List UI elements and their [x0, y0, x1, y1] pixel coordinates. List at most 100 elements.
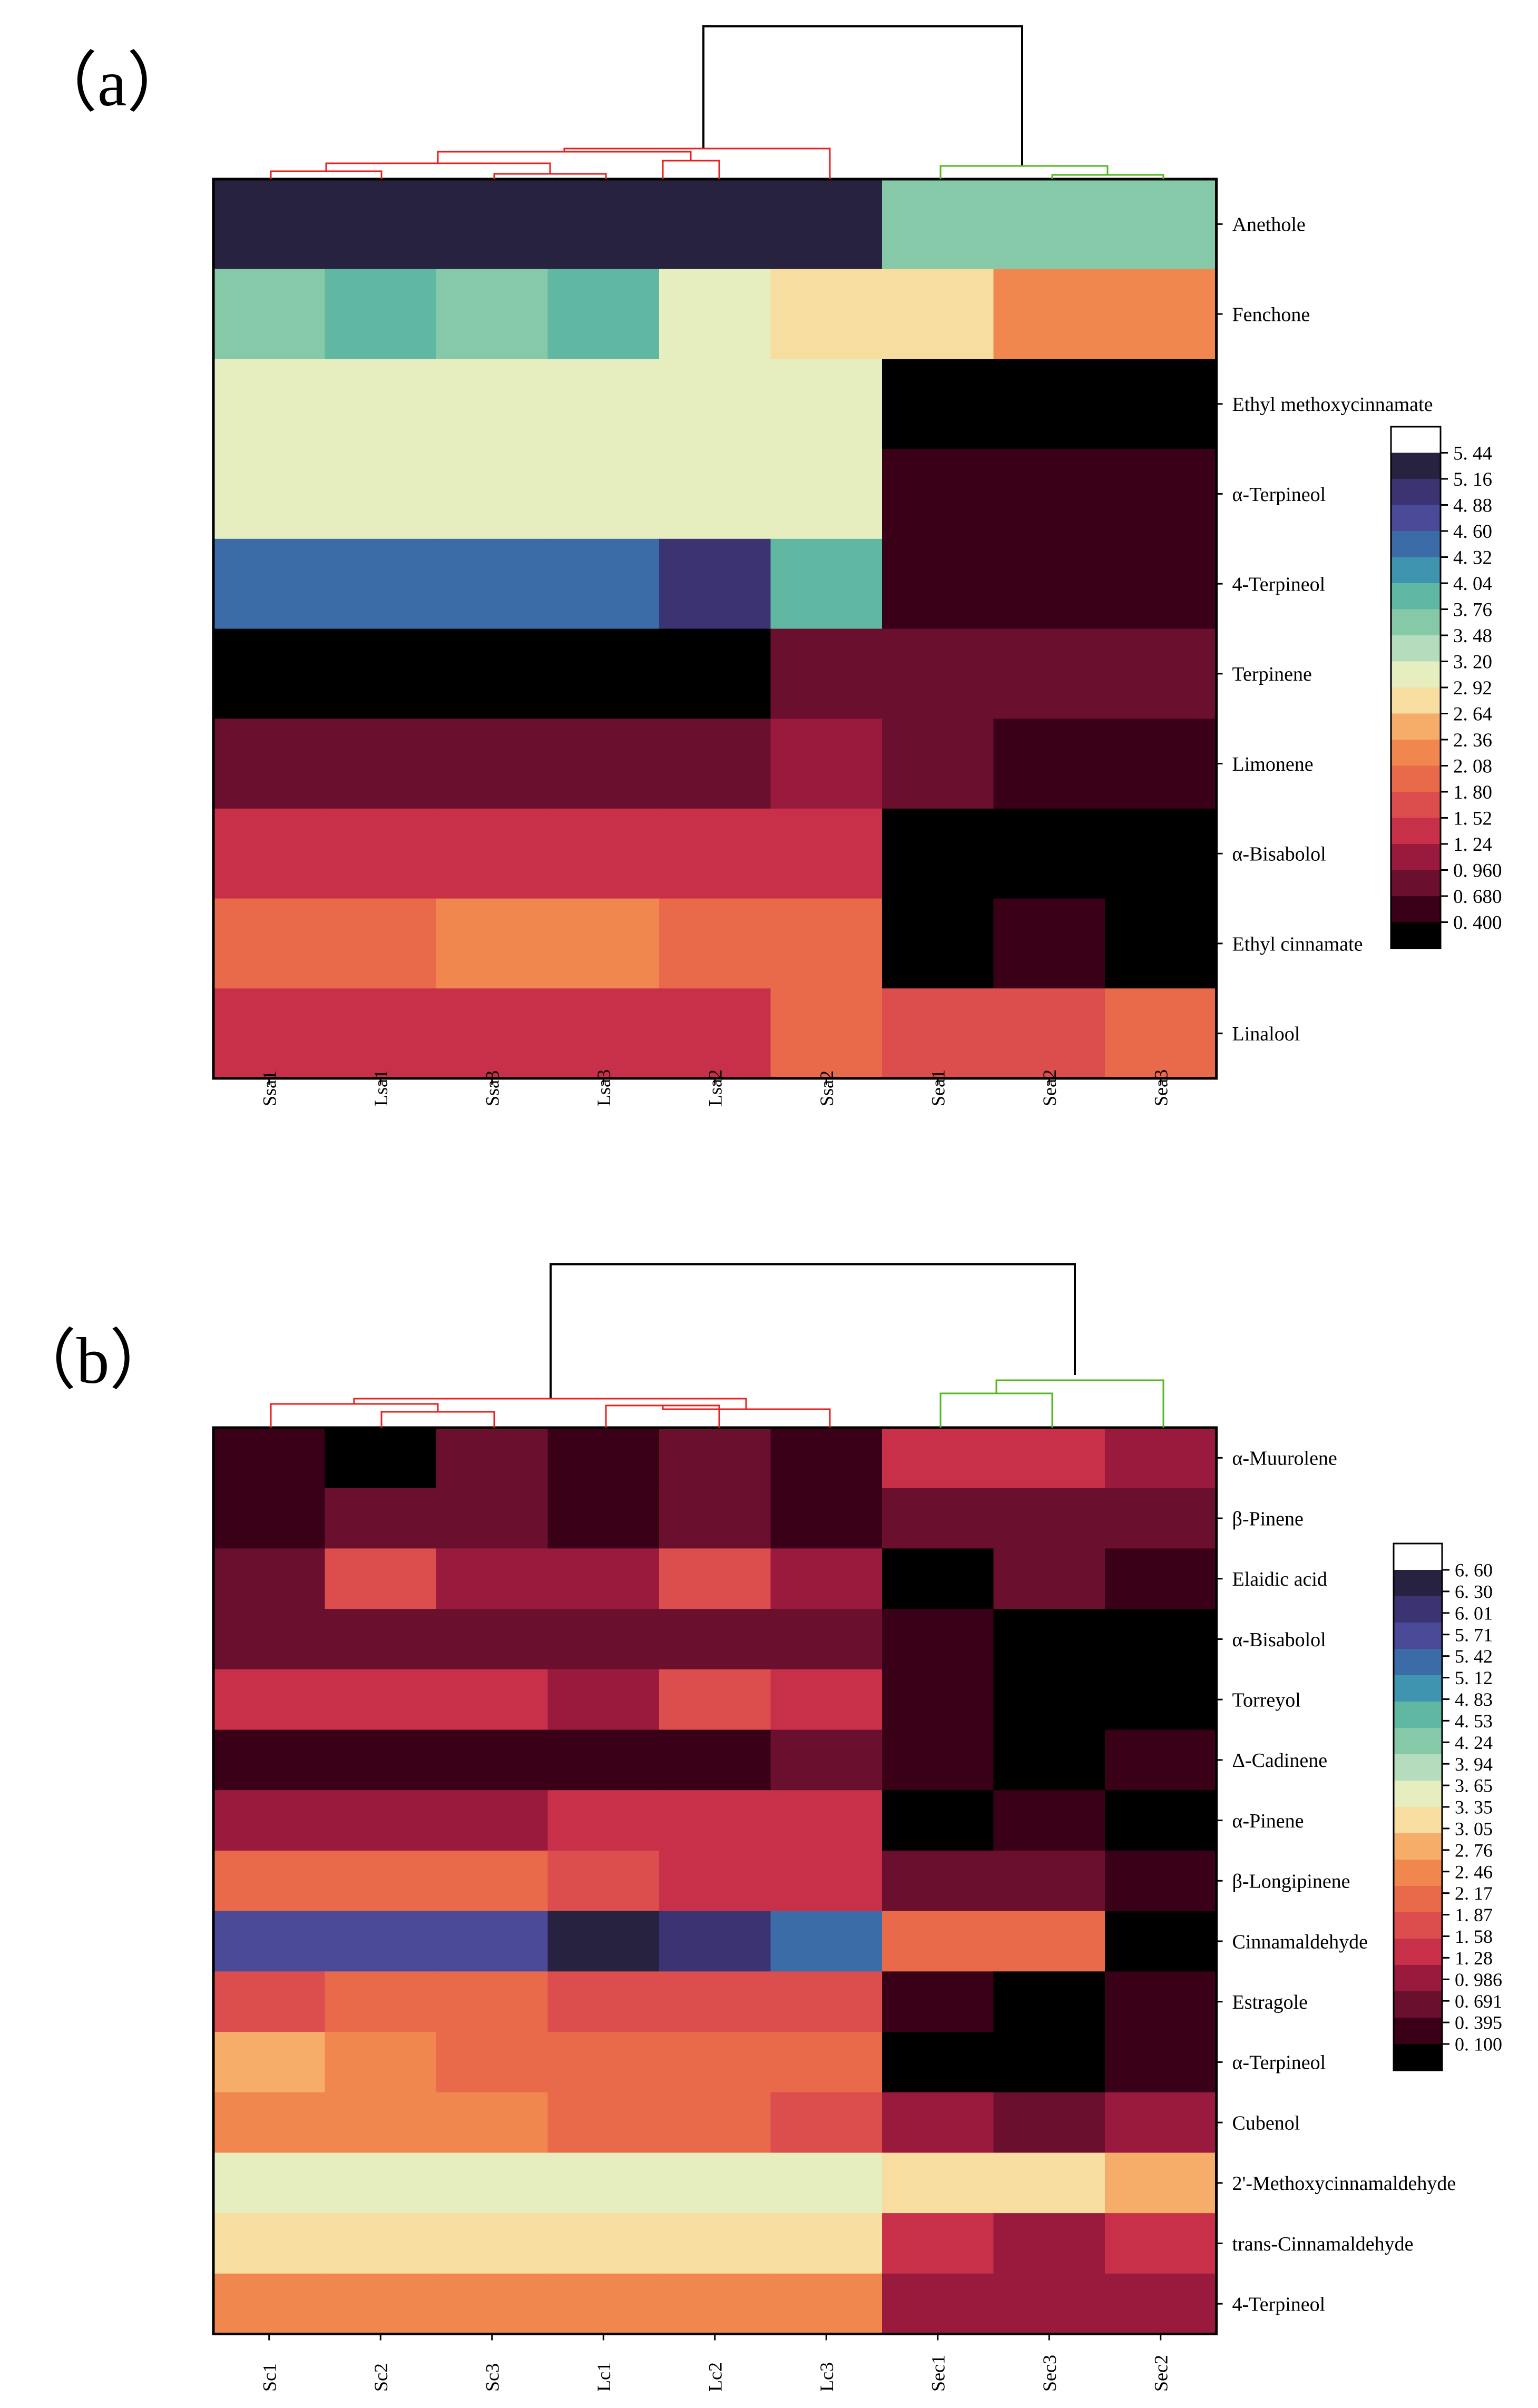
heatmap-cell — [770, 1488, 883, 1549]
heatmap-cell — [1105, 269, 1217, 360]
heatmap-cell — [770, 2032, 883, 2093]
heatmap-cell — [659, 2032, 771, 2093]
heatmap-cell — [547, 628, 660, 719]
heatmap-cell — [770, 628, 883, 719]
colorbar-segment — [1391, 453, 1441, 479]
dendrogram-root — [702, 25, 1023, 166]
heatmap-cell — [547, 719, 660, 809]
row-label: Fenchone — [1232, 303, 1310, 326]
col-label: Lsa3 — [593, 1069, 614, 1106]
colorbar-segment — [1394, 1570, 1442, 1597]
heatmap-cell — [770, 2092, 883, 2154]
heatmap-cell — [436, 538, 548, 630]
heatmap-cell — [659, 359, 771, 449]
heatmap-cell — [659, 719, 771, 809]
colorbar-label: 4. 88 — [1453, 495, 1492, 516]
heatmap-cell — [436, 449, 548, 539]
colorbar-label: 2. 76 — [1455, 1840, 1493, 1861]
heatmap-cell — [770, 1911, 883, 1972]
dendrogram — [270, 1263, 1164, 1428]
heatmap-cell — [770, 449, 883, 539]
heatmap-cell — [770, 269, 883, 360]
colorbar-label: 3. 35 — [1455, 1797, 1493, 1818]
heatmap-cell — [770, 1609, 883, 1670]
heatmap-cell — [547, 1428, 660, 1489]
heatmap-cell — [547, 2213, 660, 2274]
colorbar-segment — [1391, 818, 1441, 844]
heatmap-cell — [659, 2153, 771, 2214]
heatmap-cell — [1105, 1971, 1217, 2032]
heatmap-cell — [993, 2032, 1105, 2093]
heatmap-cell — [325, 359, 437, 449]
heatmap-cell — [213, 1729, 326, 1791]
heatmap-cell — [993, 988, 1105, 1079]
colorbar-label: 1. 80 — [1453, 782, 1492, 803]
heatmap-cell — [213, 1428, 326, 1489]
row-label: β-Longipinene — [1232, 1871, 1350, 1893]
heatmap-cell — [213, 1971, 326, 2032]
heatmap-cell — [659, 449, 771, 539]
colorbar-segment — [1391, 609, 1441, 636]
heatmap-cell — [436, 1609, 548, 1670]
heatmap-cell — [659, 1729, 771, 1791]
heatmap-cell — [213, 1790, 326, 1851]
heatmap-cell — [770, 2213, 883, 2274]
heatmap-cell — [436, 808, 548, 899]
colorbar-label: 3. 94 — [1455, 1754, 1493, 1775]
row-label: α-Terpineol — [1232, 2052, 1326, 2074]
heatmap-cell — [882, 1548, 994, 1609]
colorbar-label: 1. 58 — [1455, 1926, 1493, 1947]
colorbar-label: 0. 395 — [1455, 2012, 1502, 2033]
colorbar-segment — [1391, 922, 1441, 949]
heatmap-cell — [436, 898, 548, 989]
panel-label: （b） — [11, 1325, 175, 1398]
heatmap-cell — [882, 2032, 994, 2093]
colorbar-label: 1. 87 — [1455, 1904, 1493, 1925]
panel-label: （a） — [32, 47, 192, 120]
col-label: Sea3 — [1150, 1069, 1171, 1106]
heatmap-cell — [1105, 1669, 1217, 1731]
row-label: 4-Terpineol — [1232, 2293, 1326, 2315]
heatmap-cell — [547, 1609, 660, 1670]
heatmap-cell — [436, 2092, 548, 2154]
colorbar-segment — [1394, 1649, 1442, 1676]
colorbar-segment — [1394, 1807, 1442, 1834]
heatmap-cell — [770, 2273, 883, 2335]
heatmap-cell — [213, 2213, 326, 2274]
heatmap-cell — [213, 1850, 326, 1912]
heatmap-cell — [325, 269, 437, 360]
dendrogram-link-left — [325, 162, 551, 174]
colorbar-label: 1. 28 — [1455, 1948, 1493, 1969]
col-label: Lc2 — [704, 2362, 726, 2392]
heatmap-cell — [436, 2273, 548, 2335]
row-label: 4-Terpineol — [1232, 573, 1326, 595]
heatmap-cell — [325, 2092, 437, 2154]
heatmap-cell — [547, 2092, 660, 2154]
heatmap-cell — [213, 898, 326, 989]
colorbar-label: 2. 92 — [1453, 677, 1492, 699]
colorbar-label: 3. 48 — [1453, 625, 1492, 647]
colorbar-label: 3. 76 — [1453, 599, 1492, 621]
heatmap-cell — [882, 2213, 994, 2274]
colorbar-segment — [1391, 583, 1441, 610]
heatmap-cell — [1105, 1428, 1217, 1489]
heatmap-cell — [882, 1488, 994, 1549]
heatmap-cell — [993, 359, 1105, 449]
heatmap-cell — [882, 898, 994, 989]
colorbar-segment — [1391, 870, 1441, 897]
heatmap-cell — [213, 449, 326, 539]
colorbar-segment — [1394, 1544, 1442, 1570]
colorbar-segment — [1394, 1675, 1442, 1702]
heatmap-cell — [882, 269, 994, 360]
heatmap-cell — [325, 719, 437, 809]
heatmap-cell — [213, 179, 326, 270]
heatmap-cell — [325, 2153, 437, 2214]
heatmap-cell — [547, 1911, 660, 1972]
heatmap-cell — [213, 988, 326, 1079]
colorbar-label: 5. 12 — [1455, 1667, 1493, 1688]
heatmap-cell — [993, 719, 1105, 809]
heatmap-cell — [213, 1911, 326, 1972]
heatmap-cell — [436, 1911, 548, 1972]
heatmap-cell — [993, 1971, 1105, 2032]
heatmap-cell — [436, 1971, 548, 2032]
